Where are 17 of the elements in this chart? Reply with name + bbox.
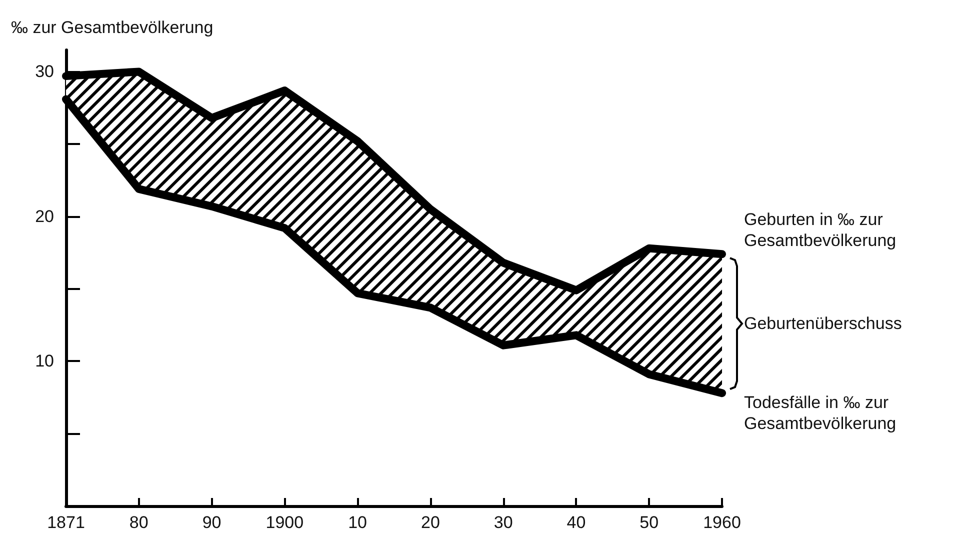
series-label: Todesfälle in ‰ zur Gesamtbevölkerung	[744, 393, 896, 434]
x-tick-label: 90	[202, 513, 222, 532]
x-tick-label: 30	[494, 513, 513, 532]
x-tick-label: 40	[566, 513, 586, 532]
y-tick-label: 10	[35, 352, 54, 371]
x-tick-label: 10	[348, 513, 368, 532]
x-tick-label: 20	[420, 513, 440, 532]
y-tick-label: 20	[35, 206, 54, 226]
text: Geburtenüberschuss	[744, 314, 902, 334]
x-tick-label: 80	[129, 513, 148, 532]
x-tick-label: 1960	[703, 513, 741, 532]
series-label: Geburten in ‰ zur Gesamtbevölkerung	[744, 210, 896, 250]
x-tick-label: 1900	[266, 513, 304, 532]
x-tick-label: 1871	[47, 513, 85, 532]
x-tick-label: 50	[640, 513, 659, 532]
y-tick-label: 30	[35, 62, 54, 82]
y-axis-title: ‰ zur Gesamtbevölkerung	[11, 18, 214, 37]
